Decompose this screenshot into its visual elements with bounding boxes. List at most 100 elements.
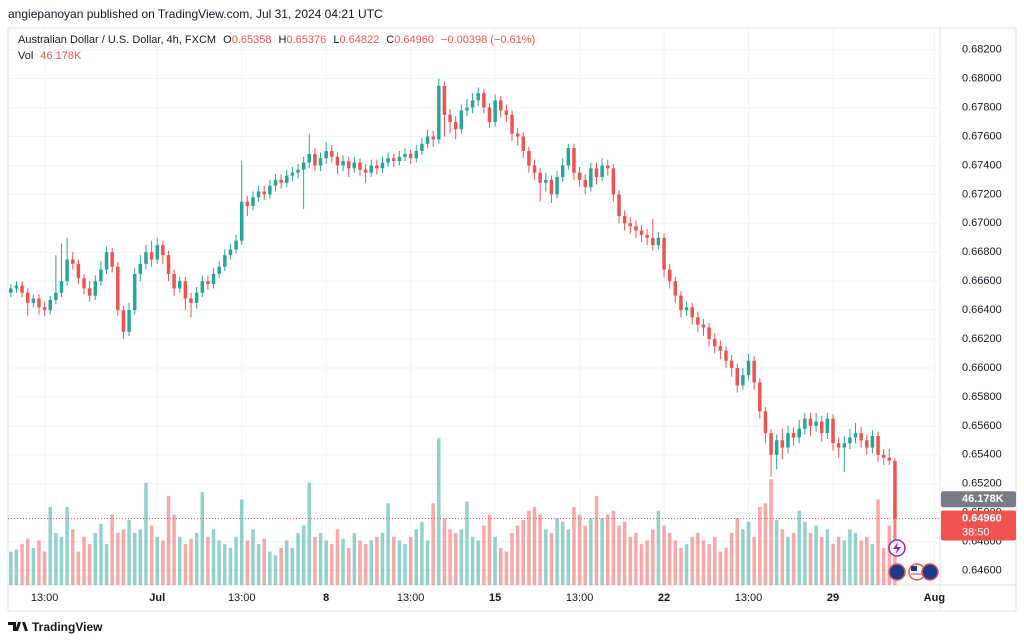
candle-body bbox=[831, 418, 835, 444]
candle-body bbox=[859, 433, 863, 441]
candle-body bbox=[679, 295, 683, 311]
candle-body bbox=[14, 285, 19, 289]
candle-body bbox=[594, 168, 599, 178]
volume-bar bbox=[99, 523, 103, 585]
volume-bar bbox=[431, 503, 435, 585]
volume-bar bbox=[245, 540, 250, 585]
candle-body bbox=[639, 230, 644, 235]
candle-body bbox=[144, 252, 148, 264]
candle-body bbox=[183, 281, 188, 299]
candle-body bbox=[758, 382, 762, 412]
volume-bar bbox=[572, 507, 576, 585]
y-tick-label: 0.66000 bbox=[962, 362, 1002, 374]
candle-body bbox=[651, 237, 655, 246]
candle-body bbox=[352, 162, 357, 169]
candle-body bbox=[121, 310, 126, 332]
candle-body bbox=[414, 150, 419, 159]
volume-bar bbox=[459, 529, 464, 585]
volume-bar bbox=[679, 547, 683, 585]
candle-body bbox=[741, 375, 745, 386]
volume-bar bbox=[577, 514, 582, 585]
volume-bar bbox=[104, 544, 109, 585]
volume-bar bbox=[386, 503, 390, 585]
candle-body bbox=[724, 350, 728, 361]
candle-body bbox=[487, 107, 492, 123]
countdown: 38:50 bbox=[962, 526, 990, 538]
volume-bar bbox=[178, 536, 182, 585]
candle-body bbox=[893, 460, 897, 519]
candle-body bbox=[116, 266, 120, 311]
volume-bar bbox=[628, 536, 633, 585]
y-tick-label: 0.67200 bbox=[962, 188, 1002, 200]
volume-bar bbox=[549, 533, 554, 585]
candle-body bbox=[296, 169, 300, 173]
candle-body bbox=[324, 150, 328, 159]
y-tick-label: 0.65400 bbox=[962, 449, 1002, 461]
volume-bar bbox=[363, 544, 368, 585]
volume-bar bbox=[774, 520, 779, 585]
volume-bar bbox=[611, 510, 616, 585]
volume-bar bbox=[819, 536, 824, 585]
volume-bar bbox=[865, 536, 869, 585]
volume-bar bbox=[532, 507, 537, 585]
volume-bar bbox=[639, 544, 644, 585]
candle-body bbox=[482, 93, 486, 108]
x-tick-label: 13:00 bbox=[31, 592, 59, 604]
volume-label: 46.178K bbox=[962, 493, 1004, 505]
candle-body bbox=[786, 433, 790, 448]
candle-body bbox=[729, 360, 734, 368]
candle-body bbox=[397, 156, 402, 162]
volume-bar bbox=[448, 529, 452, 585]
volume-bar bbox=[223, 544, 227, 585]
volume-bar bbox=[352, 533, 357, 585]
volume-bar bbox=[724, 547, 728, 585]
candle-body bbox=[9, 288, 13, 293]
candle-body bbox=[93, 281, 98, 296]
volume-bar bbox=[465, 501, 469, 585]
high-label: H bbox=[279, 34, 287, 46]
volume-bar bbox=[876, 499, 880, 585]
candle-body bbox=[662, 237, 666, 270]
volume-bar bbox=[262, 538, 266, 585]
candle-body bbox=[791, 433, 796, 438]
volume-bar bbox=[560, 521, 565, 585]
y-tick-label: 0.65800 bbox=[962, 391, 1002, 403]
candle-body bbox=[549, 179, 554, 195]
volume-bar bbox=[510, 533, 514, 585]
candle-body bbox=[555, 177, 559, 195]
volume-bar bbox=[746, 521, 751, 585]
volume-bar bbox=[684, 544, 689, 585]
volume-bar bbox=[763, 503, 768, 585]
volume-bar bbox=[814, 525, 818, 585]
volume-bar bbox=[313, 536, 317, 585]
candle-body bbox=[538, 172, 542, 183]
y-tick-label: 0.65200 bbox=[962, 478, 1002, 490]
candle-body bbox=[358, 162, 362, 170]
volume-bar bbox=[662, 525, 666, 585]
volume-bar bbox=[206, 536, 210, 585]
y-tick-label: 0.66200 bbox=[962, 333, 1002, 345]
candle-body bbox=[887, 457, 892, 461]
volume-bar bbox=[183, 544, 188, 585]
candle-body bbox=[82, 278, 86, 289]
chart-frame bbox=[7, 27, 1017, 612]
candle-body bbox=[217, 266, 221, 274]
candle-body bbox=[149, 252, 154, 260]
candle-body bbox=[369, 165, 373, 173]
candle-body bbox=[223, 255, 227, 267]
volume-bar bbox=[442, 518, 447, 585]
volume-bar bbox=[690, 536, 694, 585]
volume-bar bbox=[37, 540, 41, 585]
candle-body bbox=[560, 165, 565, 178]
volume-bar bbox=[296, 533, 300, 585]
candle-body bbox=[262, 191, 266, 195]
candle-body bbox=[819, 421, 824, 434]
volume-bar bbox=[31, 547, 36, 585]
volume-bar bbox=[144, 482, 148, 585]
candle-body bbox=[499, 100, 503, 111]
volume-bar bbox=[589, 518, 593, 585]
x-tick-label: 13:00 bbox=[397, 592, 425, 604]
candle-body bbox=[746, 360, 751, 376]
volume-bar bbox=[403, 544, 407, 585]
